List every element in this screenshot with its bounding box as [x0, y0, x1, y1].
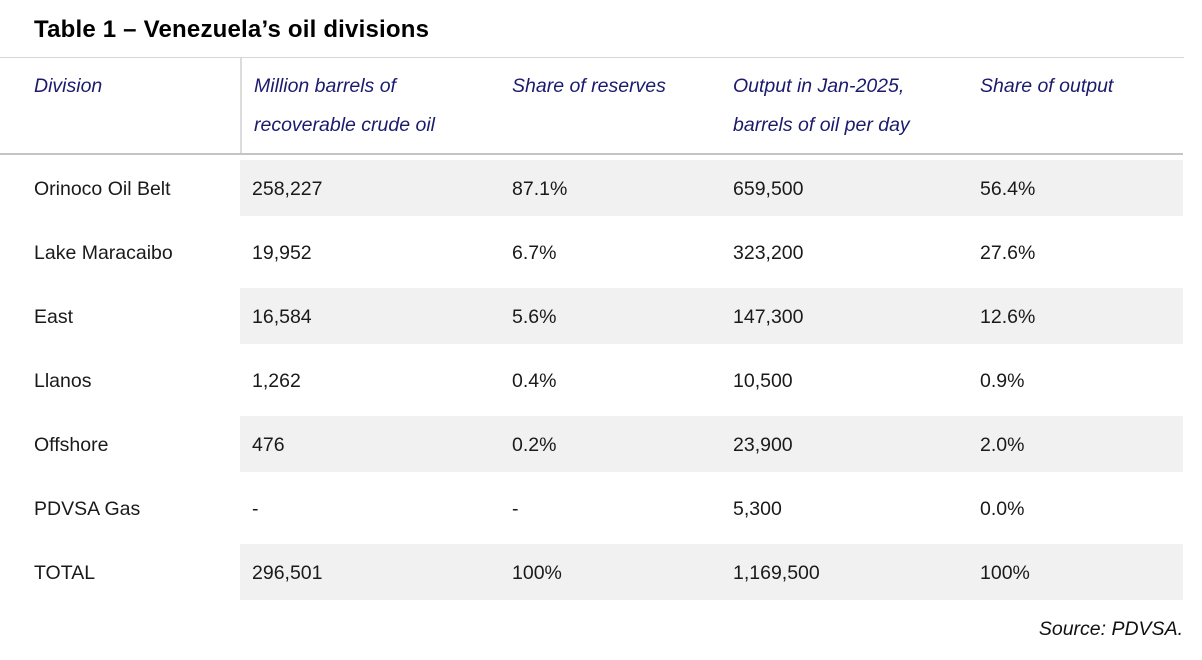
table-row: Llanos 1,262 0.4% 10,500 0.9% — [0, 349, 1202, 413]
cell-share-reserves: 0.2% — [512, 433, 557, 456]
cell-division: TOTAL — [34, 561, 96, 584]
table-row: Orinoco Oil Belt 258,227 87.1% 659,500 5… — [0, 157, 1202, 221]
cell-share-output: 27.6% — [980, 241, 1036, 264]
table-header-row: Division Million barrels of recoverable … — [0, 58, 1183, 155]
cell-share-reserves: 87.1% — [512, 177, 568, 200]
cell-division: East — [34, 305, 74, 328]
cell-share-reserves: 5.6% — [512, 305, 557, 328]
cell-division: Llanos — [34, 369, 92, 392]
table-row-total: TOTAL 296,501 100% 1,169,500 100% — [0, 541, 1202, 605]
cell-reserves: 1,262 — [252, 369, 301, 392]
cell-share-output: 0.9% — [980, 369, 1025, 392]
column-header-division: Division — [34, 75, 103, 97]
table-title: Table 1 – Venezuela’s oil divisions — [34, 16, 430, 43]
table-row: PDVSA Gas - - 5,300 0.0% — [0, 477, 1202, 541]
table-row: Offshore 476 0.2% 23,900 2.0% — [0, 413, 1202, 477]
column-header-reserves: Million barrels of recoverable crude oil — [240, 58, 512, 153]
cell-share-reserves: 0.4% — [512, 369, 557, 392]
cell-output: 659,500 — [733, 177, 804, 200]
cell-share-output: 2.0% — [980, 433, 1025, 456]
row-stripe — [240, 544, 1183, 600]
title-rule-divider — [0, 57, 1184, 58]
cell-division: PDVSA Gas — [34, 497, 141, 520]
cell-share-reserves: 100% — [512, 561, 562, 584]
cell-output: 1,169,500 — [733, 561, 820, 584]
column-header-share-reserves: Share of reserves — [512, 75, 666, 97]
cell-reserves: - — [252, 497, 259, 520]
cell-output: 147,300 — [733, 305, 804, 328]
cell-reserves: 258,227 — [252, 177, 323, 200]
cell-share-reserves: - — [512, 497, 519, 520]
cell-share-output: 0.0% — [980, 497, 1025, 520]
column-header-share-output: Share of output — [980, 75, 1114, 97]
cell-output: 5,300 — [733, 497, 782, 520]
row-stripe — [240, 288, 1183, 344]
cell-share-output: 12.6% — [980, 305, 1036, 328]
cell-output: 323,200 — [733, 241, 804, 264]
cell-share-output: 100% — [980, 561, 1030, 584]
cell-share-reserves: 6.7% — [512, 241, 557, 264]
cell-output: 10,500 — [733, 369, 793, 392]
row-stripe — [240, 160, 1183, 216]
cell-output: 23,900 — [733, 433, 793, 456]
row-stripe — [240, 416, 1183, 472]
cell-reserves: 19,952 — [252, 241, 312, 264]
cell-division: Orinoco Oil Belt — [34, 177, 171, 200]
cell-division: Lake Maracaibo — [34, 241, 173, 264]
table-row: East 16,584 5.6% 147,300 12.6% — [0, 285, 1202, 349]
cell-share-output: 56.4% — [980, 177, 1036, 200]
source-note: Source: PDVSA. — [1038, 618, 1183, 640]
column-header-output: Output in Jan-2025, barrels of oil per d… — [733, 75, 910, 136]
cell-division: Offshore — [34, 433, 109, 456]
table-row: Lake Maracaibo 19,952 6.7% 323,200 27.6% — [0, 221, 1202, 285]
cell-reserves: 16,584 — [252, 305, 312, 328]
table-body: Orinoco Oil Belt 258,227 87.1% 659,500 5… — [0, 157, 1202, 605]
cell-reserves: 476 — [252, 433, 285, 456]
cell-reserves: 296,501 — [252, 561, 323, 584]
